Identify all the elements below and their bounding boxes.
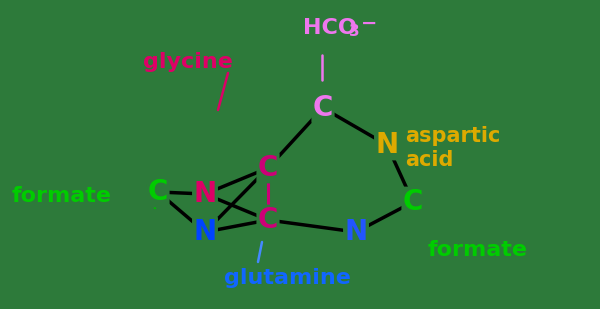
- Text: N: N: [193, 218, 217, 246]
- Text: HCO: HCO: [303, 18, 357, 38]
- Text: C: C: [148, 178, 168, 206]
- Text: formate: formate: [12, 186, 112, 206]
- Text: formate: formate: [428, 240, 528, 260]
- Text: C: C: [313, 94, 333, 122]
- Text: C: C: [403, 188, 423, 216]
- Text: C: C: [258, 206, 278, 234]
- Text: glycine: glycine: [143, 52, 233, 72]
- Text: N: N: [193, 180, 217, 208]
- Text: C: C: [258, 154, 278, 182]
- Text: N: N: [344, 218, 368, 246]
- Text: aspartic
acid: aspartic acid: [405, 126, 500, 170]
- Text: glutamine: glutamine: [224, 268, 351, 288]
- Text: N: N: [376, 131, 398, 159]
- Text: −: −: [361, 14, 377, 32]
- Text: 3: 3: [349, 24, 359, 40]
